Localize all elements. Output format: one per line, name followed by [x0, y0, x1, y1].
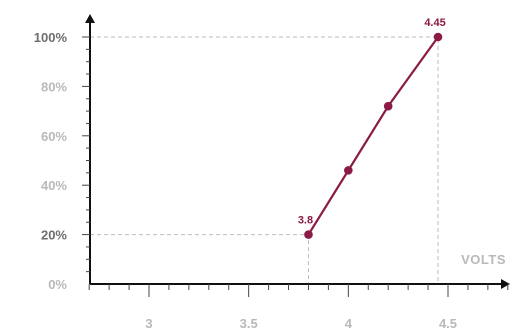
x-tick-label: 3.5 [240, 316, 258, 331]
data-point [383, 101, 393, 111]
point-annotations: 3.8 4.45 [298, 17, 446, 227]
x-tick-label: 3 [145, 316, 152, 331]
x-tick-label: 4.5 [439, 316, 457, 331]
guide-lines [90, 36, 439, 284]
series-group [304, 32, 443, 239]
data-point [344, 166, 353, 175]
y-tick-label: 60% [41, 129, 67, 144]
y-tick-label: 20% [41, 228, 67, 243]
x-tick-label: 4 [345, 316, 353, 331]
data-point [304, 230, 313, 239]
series-line [307, 36, 439, 236]
y-tick-label: 40% [41, 178, 67, 193]
tick-labels: 3 3.5 4 4.5 0% 20% 40% 60% 80% 100% [34, 30, 457, 331]
data-point [433, 32, 443, 42]
point-label: 4.45 [424, 17, 445, 29]
x-axis-arrow [501, 279, 510, 289]
axes [85, 14, 510, 289]
guide-line [90, 36, 439, 284]
point-label: 3.8 [298, 215, 313, 227]
y-tick-label: 100% [34, 30, 68, 45]
guide-line [90, 234, 309, 284]
y-tick-label: 80% [41, 79, 67, 94]
y-tick-label: 0% [48, 277, 67, 292]
y-axis-arrow [85, 14, 95, 23]
axis-ticks [82, 36, 509, 297]
x-axis-title: VOLTS [461, 252, 506, 267]
